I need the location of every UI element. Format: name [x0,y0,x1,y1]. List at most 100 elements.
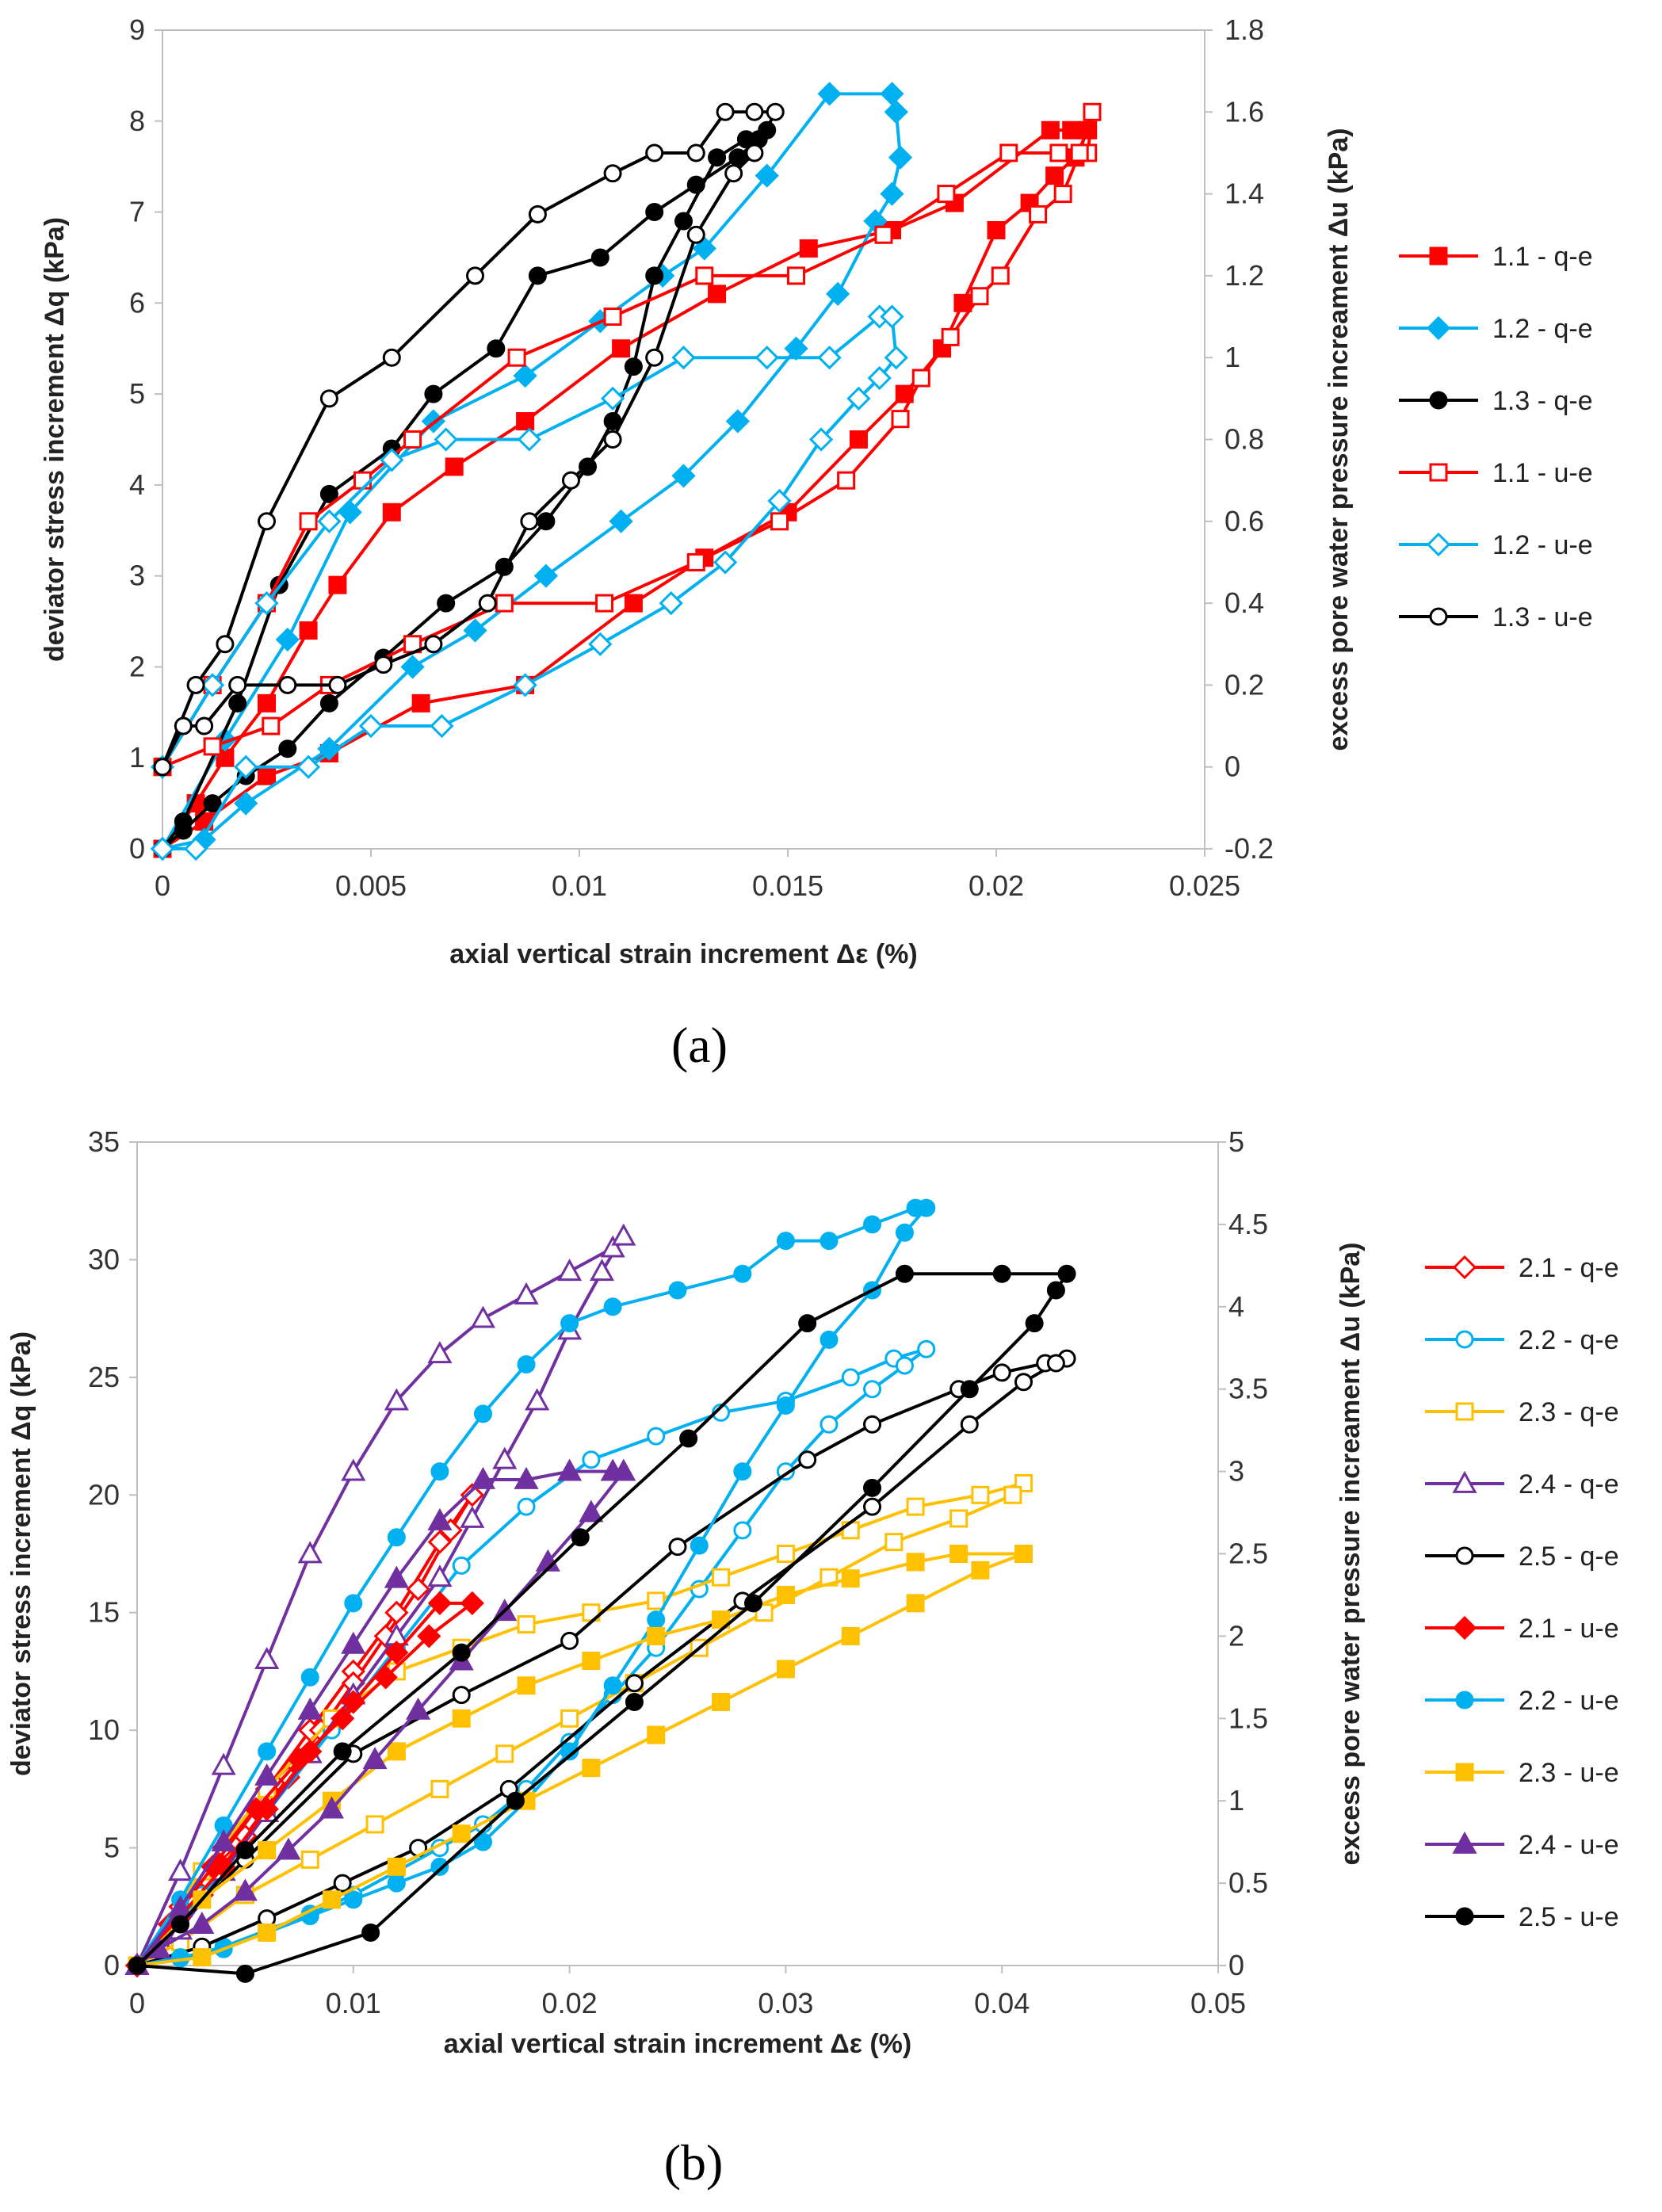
data-point [820,1330,839,1349]
data-point [434,427,458,452]
data-point [507,348,526,367]
x-tick-label: 0 [155,869,170,902]
legend-item: 1.2 - q-e [1399,314,1593,344]
data-point [460,1591,484,1615]
data-point [776,1660,795,1679]
data-point [353,471,372,490]
data-point [1003,1485,1022,1504]
data-point [937,185,956,204]
data-point [647,1610,666,1629]
data-point [520,512,539,531]
legend-item: 2.1 - u-e [1425,1614,1619,1644]
x-tick-label: 0.025 [1169,869,1240,902]
data-point [478,594,497,613]
data-point [473,1404,492,1423]
y2-tick-label: 0 [1228,1949,1244,1981]
data-point [203,794,222,813]
data-point [533,564,559,588]
data-point [382,348,401,367]
series-1-3-q-e [153,120,777,858]
series-2-4-u-e [124,1458,636,1975]
data-point [333,1742,352,1761]
data-point [195,716,214,735]
data-point [863,1215,882,1234]
data-point [153,758,172,777]
legend-marker [1455,1330,1474,1349]
series-2-5-u-e [128,1264,1076,1983]
data-point [713,550,738,575]
data-point [1070,143,1089,162]
y2-tick-label: 0.5 [1228,1866,1268,1899]
series-line [136,1481,1026,1967]
y-tick-label: 5 [129,377,145,410]
data-point [867,365,892,391]
data-point [1057,1264,1076,1283]
data-point [183,836,208,861]
data-point [690,1536,709,1555]
data-point [254,1646,280,1669]
data-point [275,627,300,652]
y2-tick-label: 0.4 [1225,586,1264,619]
data-point [473,1832,492,1851]
legend-label: 2.2 - u-e [1519,1686,1619,1716]
data-point [387,1528,406,1547]
y2-tick-label: 4.5 [1228,1208,1268,1240]
data-point [341,1631,366,1654]
legend-item: 2.2 - u-e [1425,1686,1619,1716]
data-point [906,1497,925,1516]
x-tick-label: 0.01 [326,1987,381,2019]
y2-tick-label: 0.8 [1225,423,1264,456]
y2-tick-label: 1.4 [1225,178,1264,210]
data-point [776,1232,795,1251]
data-point [971,1485,990,1504]
legend-label: 1.3 - u-e [1492,602,1593,632]
data-point [463,618,487,643]
data-point [1029,204,1048,223]
legend-item: 1.1 - q-e [1399,242,1593,272]
data-point [341,1690,365,1714]
y-axis-title: deviator stress increment Δq (kPa) [6,1331,36,1776]
data-point [987,221,1006,240]
legend-marker [1426,315,1451,341]
data-point [328,575,347,594]
data-point [171,1948,190,1967]
data-point [374,655,393,674]
data-point [513,364,537,388]
data-point [992,1264,1011,1283]
data-point [258,1923,277,1942]
data-point [817,82,842,106]
data-point [380,448,404,472]
data-point [1045,166,1064,185]
data-point [513,673,537,697]
series-1-2-q-e [150,82,913,861]
data-point [970,287,989,306]
data-point [724,164,743,183]
data-point [733,1264,752,1283]
data-point [232,1878,258,1901]
data-point [319,1796,345,1819]
data-point [317,509,342,533]
y-tick-label: 15 [88,1596,120,1629]
data-point [712,1693,731,1712]
series-2-2-u-e [128,1198,936,1975]
x-tick-label: 0.05 [1190,1987,1246,2019]
legend-label: 2.4 - q-e [1519,1469,1619,1499]
data-point [278,675,297,694]
data-point [344,1890,363,1909]
data-point [333,1874,352,1893]
y-tick-label: 7 [129,196,145,228]
data-point [537,512,556,531]
data-point [884,100,908,124]
data-point [258,1742,277,1761]
series-2-2-q-e [128,1339,936,1975]
legend-label: 2.3 - u-e [1519,1758,1619,1788]
data-point [712,1610,731,1629]
legend-label: 2.5 - u-e [1519,1902,1619,1932]
legend-marker [1452,1255,1477,1280]
data-point [906,1553,925,1572]
x-tick-label: 0.03 [758,1987,813,2019]
legend-marker [1429,463,1448,482]
data-point [384,1388,409,1411]
legend-label: 1.3 - q-e [1492,386,1593,416]
data-point [949,1509,969,1528]
